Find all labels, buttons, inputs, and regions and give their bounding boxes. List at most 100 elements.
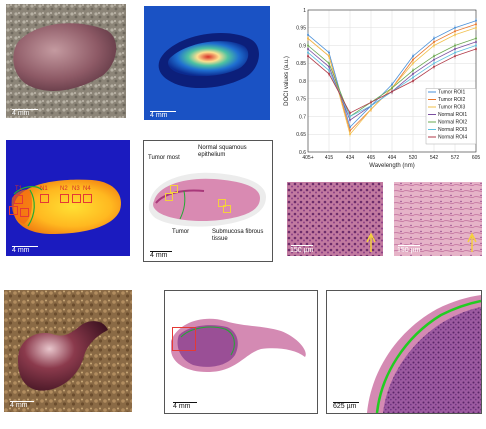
y-tick-label: 0.95 [296, 26, 306, 32]
scale-label: 150 µm [290, 247, 314, 254]
data-point [454, 51, 456, 54]
legend-label: Normal ROI2 [438, 120, 467, 126]
data-point [328, 72, 330, 75]
data-point [412, 55, 414, 58]
scale-bar [12, 108, 38, 110]
data-point [412, 80, 414, 82]
legend-label: Tumor ROI2 [438, 97, 466, 103]
data-point [307, 44, 309, 47]
bottom-section-panel: 4 mm [164, 290, 318, 414]
data-point [454, 55, 456, 58]
tumor-micrograph-panel: 150 µm [287, 182, 383, 256]
he-roi-box-2 [165, 193, 173, 201]
doci-heatmap-panel: 4 mm [144, 6, 270, 120]
data-point [370, 108, 372, 111]
chart-svg: 0.6 0.65 0.7 0.75 0.8 0.85 0.9 0.95 1 405+ 415 434 4… [284, 8, 481, 169]
scale-bar [333, 401, 359, 403]
data-point [433, 65, 435, 68]
y-tick-label: 0.6 [299, 150, 306, 156]
y-tick-label: 0.75 [296, 97, 306, 103]
data-point [475, 23, 477, 26]
roi-label-n3: N3 [72, 186, 80, 192]
legend-label: Normal ROI1 [438, 112, 467, 118]
he-roi-box-3 [218, 199, 226, 207]
roi-map-panel: T1 N1 N2 N3 N4 4 mm [6, 140, 130, 256]
bottom-zoom-image [367, 295, 481, 413]
roi-label-n4: N4 [83, 186, 91, 192]
label-normal-squamous: Normal squamous epithelium [198, 145, 247, 158]
scale-label: 4 mm [12, 247, 30, 254]
y-tick-label: 0.65 [296, 132, 306, 138]
roi-label-t1: T1 [15, 186, 23, 192]
x-tick-label: 405+ [302, 155, 313, 161]
roi-box-t1c [20, 208, 29, 217]
scale-label: 4 mm [12, 110, 30, 117]
x-tick-label: 494 [388, 155, 397, 161]
legend-label: Tumor ROI1 [438, 90, 466, 96]
data-point [412, 69, 414, 72]
doci-heatmap-image [144, 6, 270, 120]
doci-spectrum-chart: 0.6 0.65 0.7 0.75 0.8 0.85 0.9 0.95 1 405+ 415 434 4… [280, 2, 484, 172]
scale-bar [10, 400, 34, 402]
data-point [412, 62, 414, 65]
data-point [328, 69, 330, 72]
data-point [349, 119, 351, 122]
data-point [475, 37, 477, 40]
normal-micrograph-panel: 150 µm [394, 182, 482, 256]
label-tumor-most: Tumor most [148, 155, 180, 161]
x-tick-label: 434 [346, 155, 355, 161]
zoom-roi-box [172, 327, 196, 351]
he-roi-box-1 [170, 185, 178, 193]
roi-box-n3 [72, 194, 81, 203]
tumor-micrograph-image [287, 182, 383, 256]
data-point [412, 76, 414, 79]
data-point [307, 51, 309, 54]
legend-label: Tumor ROI3 [438, 105, 466, 111]
roi-box-t1a [14, 195, 23, 204]
x-tick-label: 572 [451, 155, 460, 161]
data-point [433, 62, 435, 65]
data-point [475, 48, 477, 51]
normal-micrograph-image [394, 182, 482, 256]
y-tick-label: 1 [303, 8, 306, 14]
scale-label: 625 µm [333, 403, 357, 410]
scale-label: 150 µm [397, 247, 421, 254]
data-point [307, 48, 309, 51]
scale-label: 4 mm [150, 112, 168, 119]
data-point [412, 72, 414, 75]
x-tick-label: 542 [430, 155, 439, 161]
x-tick-label: 465 [367, 155, 376, 161]
data-point [454, 30, 456, 33]
data-point [454, 44, 456, 47]
data-point [328, 51, 330, 54]
legend-label: Normal ROI4 [438, 135, 467, 141]
data-point [433, 40, 435, 43]
data-point [475, 40, 477, 43]
roi-box-t1b [9, 206, 18, 215]
data-point [391, 87, 393, 90]
data-point [454, 33, 456, 36]
bottom-zoom-panel: 625 µm [326, 290, 482, 414]
data-point [370, 101, 372, 104]
data-point [307, 55, 309, 58]
x-tick-label: 605 [472, 155, 481, 161]
data-point [349, 111, 351, 114]
label-tumor: Tumor [172, 229, 190, 235]
label-submucosa: Submucosa fibrous tissue [212, 229, 264, 242]
roi-label-n1: N1 [40, 186, 48, 192]
data-point [328, 62, 330, 65]
tissue-photo-panel: 4 mm [6, 4, 126, 118]
data-point [433, 44, 435, 47]
data-point [433, 37, 435, 40]
roi-box-n1 [40, 194, 49, 203]
scale-bar [173, 401, 197, 403]
y-tick-label: 0.8 [299, 79, 306, 85]
legend-label: Normal ROI3 [438, 127, 467, 133]
data-point [370, 104, 372, 107]
data-point [328, 55, 330, 58]
x-tick-label: 520 [409, 155, 418, 161]
he-section-panel: Tumor most Normal squamous epithelium Tu… [143, 140, 273, 262]
y-tick-label: 0.9 [299, 43, 306, 49]
y-tick-label: 0.85 [296, 61, 306, 67]
roi-box-n4 [83, 194, 92, 203]
